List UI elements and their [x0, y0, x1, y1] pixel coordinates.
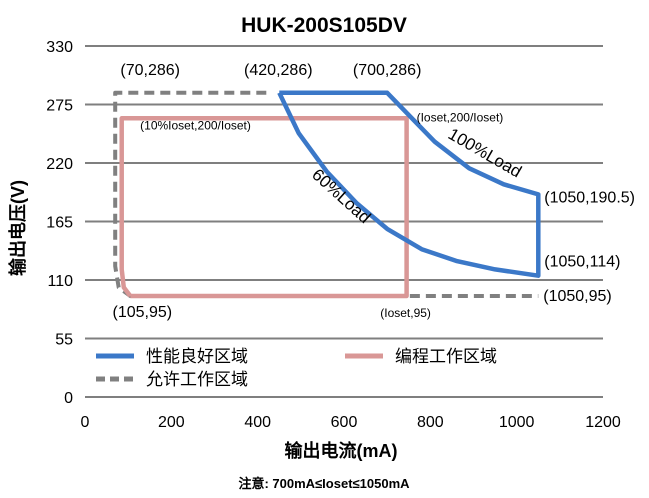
x-tick-label-0: 0: [81, 414, 90, 431]
x-tick-label-1000: 1000: [499, 414, 535, 431]
annotation-11: 60%Load: [308, 165, 374, 227]
y-tick-label-275: 275: [46, 98, 73, 115]
y-axis-label: 输出电压(V): [7, 180, 28, 276]
annotation-1: (420,286): [244, 62, 313, 79]
y-tick-label-330: 330: [46, 39, 73, 56]
annotation-0: (70,286): [120, 62, 180, 79]
y-tick-label-220: 220: [46, 156, 73, 173]
y-tick-label-55: 55: [55, 332, 73, 349]
annotation-5: (1050,190.5): [544, 189, 635, 206]
x-tick-label-600: 600: [331, 414, 358, 431]
axis-ticks: 0 55 110 165 220 275 330 0 200 400 600 800 1000 1200: [46, 39, 621, 431]
grid-lines: [85, 45, 603, 398]
legend-label-allowed: 允许工作区域: [146, 370, 248, 389]
x-tick-label-400: 400: [244, 414, 271, 431]
annotation-6: (1050,114): [544, 254, 620, 271]
y-tick-label-165: 165: [46, 215, 73, 232]
x-tick-label-1200: 1200: [585, 414, 621, 431]
x-axis-label: 输出电流(mA): [285, 440, 398, 461]
annotation-9: (Ioset,95): [380, 306, 431, 320]
annotation-8: (105,95): [113, 304, 173, 321]
annotation-10: 100%Load: [445, 124, 525, 181]
legend-label-programmed: 编程工作区域: [395, 347, 497, 366]
legend: 性能良好区域 允许工作区域 编程工作区域: [96, 347, 497, 389]
footnote: 注意: 700mA≤Ioset≤1050mA: [238, 476, 410, 491]
series-line-0: [277, 90, 541, 278]
y-tick-label-110: 110: [47, 273, 73, 290]
annotation-3: (Ioset,200/Ioset): [417, 110, 504, 124]
series-line-1: [119, 116, 409, 299]
x-tick-label-200: 200: [158, 414, 185, 431]
chart-title: HUK-200S105DV: [241, 14, 407, 37]
annotations: (70,286) (420,286) (700,286) (Ioset,200/Ios…: [113, 62, 635, 321]
annotation-2: (700,286): [353, 62, 422, 79]
annotation-7: (1050,95): [543, 288, 612, 305]
series-layer: [113, 90, 541, 299]
legend-label-good: 性能良好区域: [146, 347, 248, 366]
annotation-4: (10%Ioset,200/Ioset): [140, 118, 251, 132]
y-tick-label-0: 0: [64, 390, 73, 407]
x-tick-label-800: 800: [417, 414, 444, 431]
